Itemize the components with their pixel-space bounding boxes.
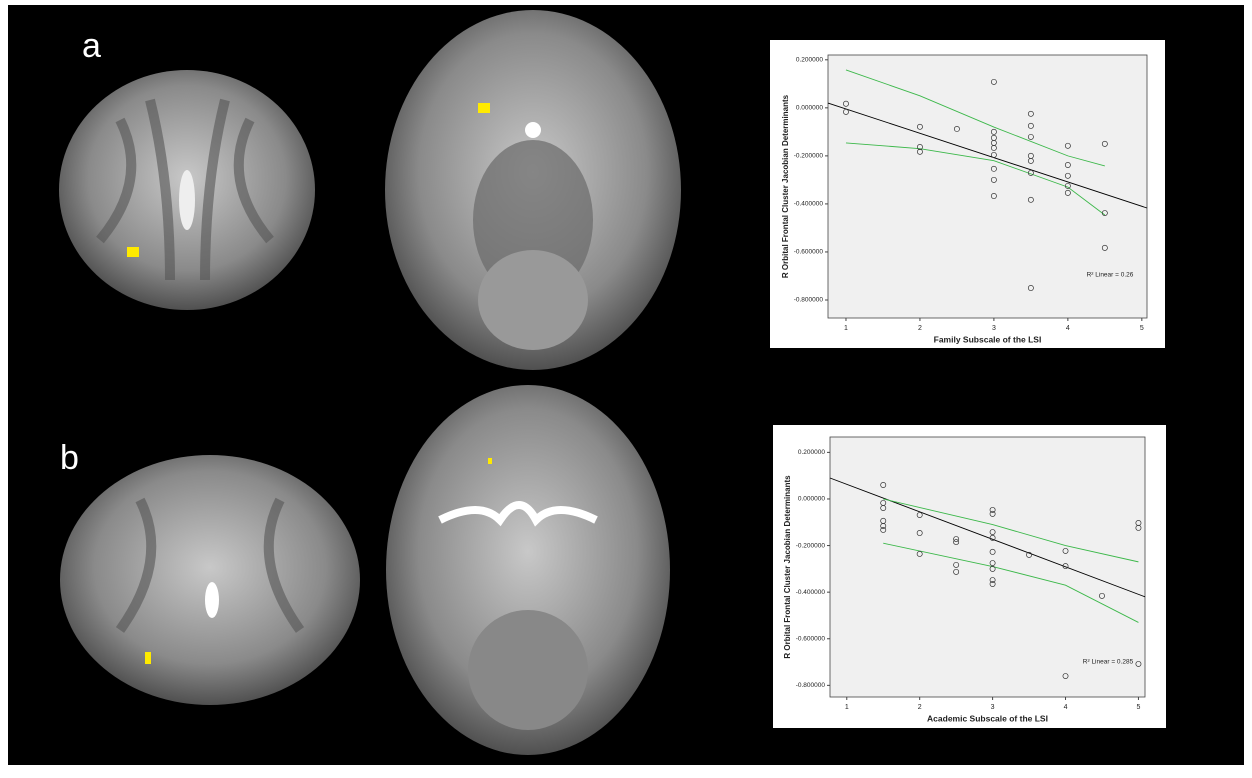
x-tick-label: 1: [845, 704, 849, 711]
x-axis-label: Family Subscale of the LSI: [934, 334, 1042, 344]
brain-axial-b: [386, 385, 670, 755]
y-axis-label: R Orbital Frontal Cluster Jacobian Deter…: [783, 475, 792, 659]
y-axis-label: R Orbital Frontal Cluster Jacobian Deter…: [781, 94, 790, 278]
x-tick-label: 5: [1140, 325, 1144, 332]
y-tick-label: -0.200000: [796, 542, 826, 549]
y-tick-label: -0.400000: [796, 589, 826, 596]
y-tick-label: -0.800000: [794, 297, 824, 304]
brain-coronal-b: [60, 455, 360, 705]
figure: a b 0.200000 0.000000 -0.200000 -0.400000 -0…: [0, 0, 1252, 773]
annotation: R² Linear = 0.285: [1083, 659, 1134, 666]
y-tick-label: -0.600000: [796, 635, 826, 642]
x-tick-label: 1: [844, 325, 848, 332]
x-axis-label: Academic Subscale of the LSI: [927, 713, 1048, 723]
y-tick-label: 0.200000: [798, 449, 825, 456]
y-tick-label: 0.200000: [796, 57, 823, 64]
y-tick-label: -0.600000: [794, 249, 824, 256]
x-tick-label: 2: [918, 704, 922, 711]
y-tick-label: -0.200000: [794, 153, 824, 160]
annotation: R² Linear = 0.26: [1087, 272, 1134, 279]
y-tick-label: 0.000000: [796, 105, 823, 112]
panel-label: a: [82, 27, 101, 65]
brain-axial-a: [385, 10, 681, 370]
y-tick-label: -0.800000: [796, 682, 826, 689]
y-tick-label: -0.400000: [794, 201, 824, 208]
brain-coronal-a: [59, 70, 315, 310]
x-tick-label: 3: [992, 325, 996, 332]
panel-label: b: [60, 439, 79, 477]
x-tick-label: 4: [1064, 704, 1068, 711]
x-tick-label: 5: [1136, 704, 1140, 711]
x-tick-label: 3: [991, 704, 995, 711]
x-tick-label: 4: [1066, 325, 1070, 332]
y-tick-label: 0.000000: [798, 496, 825, 503]
x-tick-label: 2: [918, 325, 922, 332]
